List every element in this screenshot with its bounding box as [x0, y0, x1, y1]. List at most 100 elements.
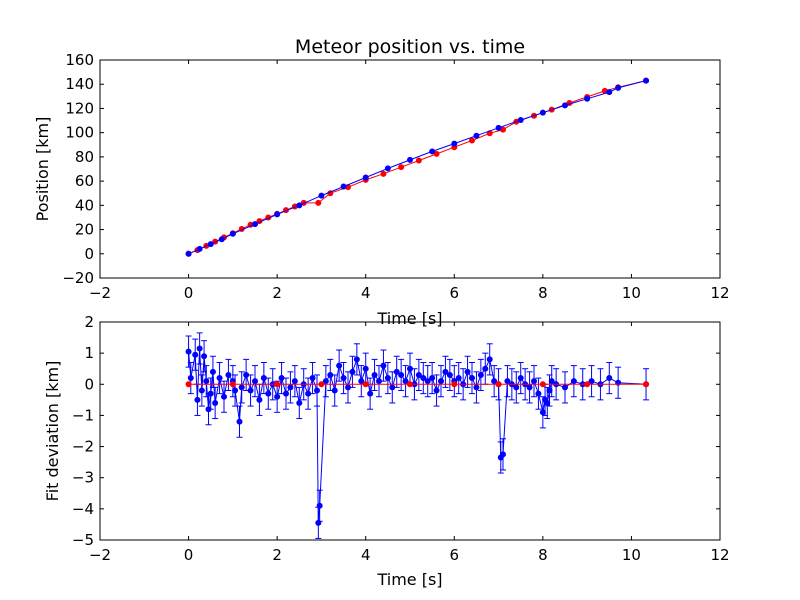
deviation-data-point — [415, 371, 422, 378]
deviation-y-tick-label: 1 — [84, 344, 94, 362]
deviation-data-point — [256, 396, 263, 403]
deviation-data-point — [192, 351, 199, 358]
deviation-data-point — [327, 371, 334, 378]
deviation-data-point — [517, 375, 524, 382]
deviation-data-point — [265, 390, 272, 397]
deviation-data-point — [296, 399, 303, 406]
deviation-data-point — [305, 390, 312, 397]
deviation-y-tick-label: −2 — [72, 438, 94, 456]
position-data-point — [451, 140, 458, 147]
position-x-tick-label: −2 — [89, 284, 111, 302]
deviation-data-point — [236, 418, 243, 425]
deviation-data-point — [433, 387, 440, 394]
deviation-data-point — [446, 371, 453, 378]
deviation-data-point — [606, 375, 613, 382]
position-y-tick-label: 0 — [84, 245, 94, 263]
position-data-point — [274, 211, 281, 218]
deviation-data-point — [477, 371, 484, 378]
deviation-data-point — [539, 409, 546, 416]
deviation-data-point — [314, 387, 320, 394]
position-data-point — [606, 89, 613, 96]
deviation-data-point — [247, 387, 254, 394]
deviation-data-point — [201, 353, 208, 360]
deviation-data-point — [331, 387, 338, 394]
position-data-point — [433, 150, 440, 157]
deviation-data-point — [464, 368, 471, 375]
deviation-data-point — [362, 365, 369, 372]
position-data-point — [185, 250, 192, 257]
deviation-data-point — [309, 375, 316, 382]
deviation-data-point — [318, 381, 325, 388]
position-data-point — [615, 84, 622, 91]
deviation-data-point — [225, 371, 232, 378]
deviation-data-point — [398, 371, 405, 378]
deviation-data-point — [345, 384, 351, 391]
deviation-data-point — [384, 375, 391, 382]
deviation-data-point — [209, 368, 216, 375]
position-x-tick-label: 12 — [710, 284, 729, 302]
position-x-tick-label: 2 — [272, 284, 282, 302]
deviation-data-point — [238, 384, 245, 391]
deviation-data-point — [353, 356, 360, 363]
position-y-tick-label: 120 — [65, 99, 94, 117]
position-data-point — [318, 192, 325, 199]
deviation-data-point — [291, 378, 298, 385]
deviation-data-point — [562, 384, 568, 391]
deviation-data-point — [389, 384, 396, 391]
deviation-data-point — [584, 381, 591, 388]
deviation-data-point — [278, 375, 285, 382]
deviation-data-point — [548, 378, 555, 385]
deviation-data-point — [393, 368, 400, 375]
deviation-data-point — [500, 451, 506, 458]
deviation-data-point — [252, 378, 258, 385]
deviation-data-point — [424, 378, 431, 385]
deviation-data-point — [407, 365, 413, 372]
position-data-point — [229, 230, 236, 237]
deviation-data-point — [513, 384, 520, 391]
position-data-point — [407, 156, 413, 163]
deviation-data-point — [526, 384, 533, 391]
deviation-data-point — [243, 371, 250, 378]
deviation-data-point — [196, 345, 203, 352]
position-data-point — [539, 109, 546, 116]
deviation-data-point — [340, 375, 347, 382]
deviation-data-point — [185, 348, 192, 355]
position-data-point — [584, 95, 591, 102]
deviation-y-tick-label: −5 — [72, 531, 94, 549]
deviation-data-point — [438, 378, 444, 385]
position-data-point — [495, 124, 502, 131]
deviation-data-point — [546, 387, 553, 394]
deviation-y-axis-label: Fit deviation [km] — [43, 361, 62, 502]
deviation-data-point — [260, 375, 267, 382]
deviation-data-point — [287, 384, 294, 391]
deviation-data-point — [486, 356, 493, 363]
deviation-x-tick-label: 0 — [184, 546, 194, 564]
deviation-x-tick-label: 10 — [622, 546, 641, 564]
deviation-data-point — [455, 375, 462, 382]
deviation-x-tick-label: 12 — [710, 546, 729, 564]
deviation-x-tick-label: 4 — [361, 546, 371, 564]
position-data-point — [218, 236, 225, 243]
position-data-point — [473, 132, 480, 139]
deviation-x-tick-label: −2 — [89, 546, 111, 564]
deviation-axes-frame — [99, 321, 721, 541]
position-data-point — [469, 137, 475, 144]
chart-title: Meteor position vs. time — [295, 36, 525, 58]
deviation-data-point — [531, 378, 537, 385]
deviation-y-tick-label: −4 — [72, 500, 94, 518]
position-data-point — [196, 245, 203, 252]
deviation-data-point — [429, 375, 436, 382]
position-data-point — [315, 199, 322, 206]
deviation-data-point — [473, 384, 480, 391]
deviation-data-point — [232, 387, 239, 394]
position-axes-frame — [99, 59, 721, 279]
position-y-tick-label: 100 — [65, 124, 94, 142]
deviation-data-point — [194, 396, 201, 403]
deviation-data-point — [407, 381, 413, 388]
position-data-point — [380, 170, 387, 177]
deviation-data-point — [274, 393, 281, 400]
